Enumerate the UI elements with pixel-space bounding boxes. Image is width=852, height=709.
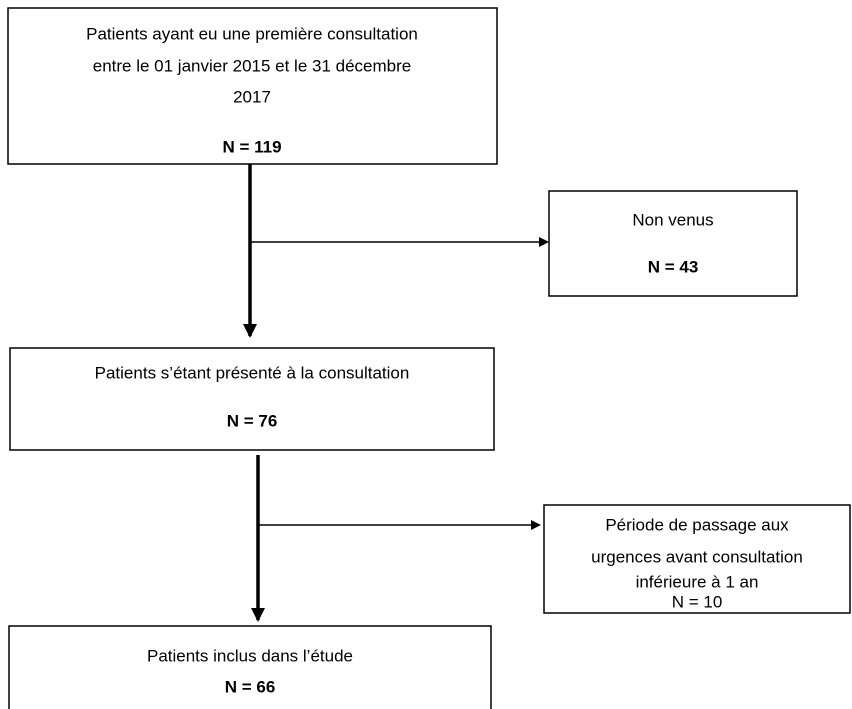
- box: [7, 7, 498, 165]
- node-count: N = 66: [225, 677, 276, 696]
- node-text: Patients ayant eu une première consultat…: [86, 24, 418, 43]
- node-text: Non venus: [632, 210, 713, 229]
- box: [548, 190, 798, 297]
- node-text: Patients inclus dans l’étude: [147, 646, 353, 665]
- node-count: N = 43: [648, 257, 699, 276]
- node-count: N = 76: [227, 411, 278, 430]
- node-text: 2017: [233, 87, 271, 106]
- node-count: N = 119: [222, 137, 281, 156]
- node-text: entre le 01 janvier 2015 et le 31 décemb…: [93, 56, 411, 75]
- node-text: inférieure à 1 an: [636, 572, 759, 591]
- node-text: Patients s’étant présenté à la consultat…: [95, 363, 410, 382]
- node-text: urgences avant consultation: [591, 547, 803, 566]
- box: [8, 625, 492, 709]
- node-text: Période de passage aux: [605, 515, 789, 534]
- node-count: N = 10: [672, 592, 723, 611]
- box: [543, 504, 851, 614]
- box: [9, 347, 495, 451]
